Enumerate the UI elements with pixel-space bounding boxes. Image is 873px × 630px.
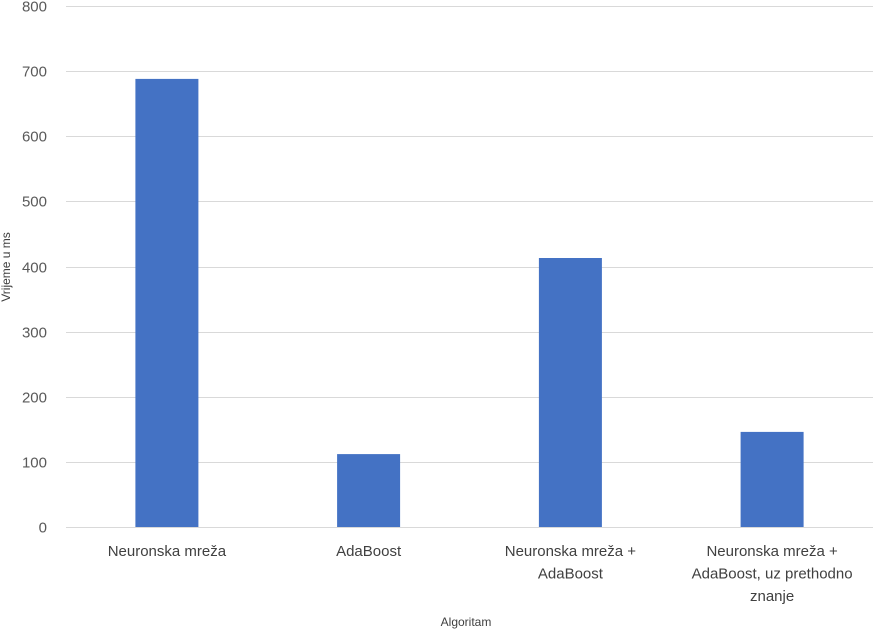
y-axis-title: Vrijeme u ms	[0, 232, 13, 302]
x-category-label-line: Neuronska mreža	[108, 543, 227, 560]
bar	[538, 258, 602, 527]
y-tick-label: 500	[22, 194, 47, 211]
bar	[135, 78, 199, 528]
x-category-label: Neuronska mreža + AdaBoost	[505, 543, 637, 583]
y-tick-label: 700	[22, 64, 47, 81]
y-tick-label: 800	[22, 0, 47, 16]
x-category-label-line: AdaBoost, uz prethodno	[692, 566, 853, 583]
x-category-label: AdaBoost	[336, 543, 402, 560]
x-category-label-line: AdaBoost	[538, 566, 604, 583]
x-category-label-line: AdaBoost	[336, 543, 402, 560]
x-axis-categories: Neuronska mreža AdaBoost Neuronska mreža +…	[108, 543, 853, 605]
y-tick-label: 600	[22, 129, 47, 146]
y-tick-label: 200	[22, 390, 47, 407]
y-tick-label: 400	[22, 260, 47, 277]
y-tick-label: 0	[39, 520, 47, 537]
bar	[337, 454, 401, 527]
y-tick-label: 100	[22, 455, 47, 472]
gridlines	[66, 6, 873, 528]
x-axis-title: Algoritam	[441, 615, 492, 629]
bar	[740, 431, 804, 527]
x-category-label-line: Neuronska mreža +	[706, 543, 838, 560]
y-tick-label: 300	[22, 325, 47, 342]
x-category-label-line: znanje	[750, 588, 794, 605]
bars	[135, 78, 804, 528]
y-axis-ticks: 0 100 200 300 400 500 600 700 800	[22, 0, 47, 537]
x-category-label: Neuronska mreža + AdaBoost, uz prethodno z…	[692, 543, 853, 605]
x-category-label-line: Neuronska mreža +	[505, 543, 637, 560]
x-category-label: Neuronska mreža	[108, 543, 227, 560]
